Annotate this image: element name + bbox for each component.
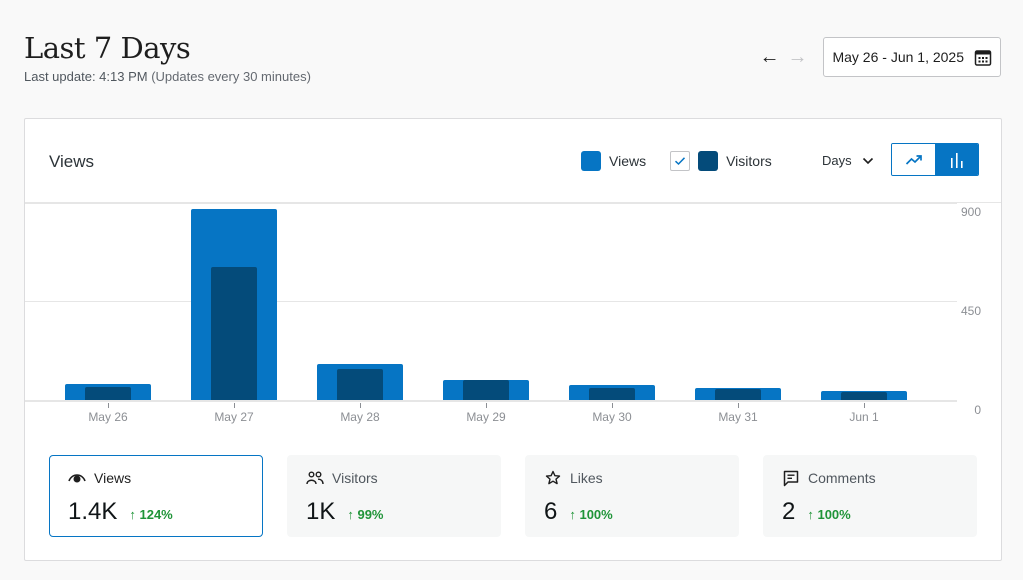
visitors-bar[interactable]	[463, 380, 509, 400]
update-frequency: (Updates every 30 minutes)	[151, 69, 311, 84]
x-tick-mark	[234, 403, 235, 408]
stat-label-comments: Comments	[808, 470, 876, 486]
bar-group[interactable]	[65, 203, 151, 400]
visitors-bar[interactable]	[211, 266, 257, 400]
x-tick-label: May 30	[592, 410, 632, 424]
chart-title: Views	[49, 152, 95, 171]
gridline-450	[25, 301, 957, 302]
visitors-checkbox[interactable]	[670, 151, 691, 171]
y-tick-0: 0	[974, 403, 981, 417]
legend-label-views: Views	[609, 153, 647, 169]
stats-row: Views 1.4K ↑ 124% Visitors	[49, 455, 977, 537]
stat-label-likes: Likes	[570, 470, 603, 486]
x-tick-label: May 26	[88, 410, 128, 424]
stat-card-views[interactable]: Views 1.4K ↑ 124%	[49, 455, 263, 537]
comment-icon	[782, 469, 800, 487]
legend-item-views: Views	[581, 151, 646, 171]
stat-label-visitors: Visitors	[332, 470, 378, 486]
chevron-down-icon	[862, 157, 873, 164]
bar-chart: 900 450 0 May 26 May 27 May 28 May 29 May 30…	[25, 203, 1001, 443]
page-header: Last 7 Days Last update: 4:13 PM (Update…	[24, 30, 311, 84]
legend-label-visitors: Visitors	[726, 153, 772, 169]
x-tick-label: May 29	[466, 410, 506, 424]
date-range-label: May 26 - Jun 1, 2025	[832, 49, 964, 65]
x-tick-mark	[864, 403, 865, 408]
y-tick-900: 900	[960, 205, 981, 219]
bar-group[interactable]	[695, 203, 781, 400]
bar-chart-icon	[950, 152, 963, 168]
people-icon	[306, 469, 324, 487]
stat-card-comments[interactable]: Comments 2 ↑ 100%	[763, 455, 977, 537]
x-tick-label: May 27	[214, 410, 254, 424]
last-update-text: Last update: 4:13 PM (Updates every 30 m…	[24, 69, 311, 84]
star-icon	[544, 469, 562, 487]
bar-group[interactable]	[821, 203, 907, 400]
visitors-bar[interactable]	[841, 392, 887, 400]
x-tick-mark	[738, 403, 739, 408]
views-chart-card: Views Views Visitors Days	[24, 118, 1002, 561]
x-tick-label: May 28	[340, 410, 380, 424]
x-tick-mark	[486, 403, 487, 408]
line-chart-button[interactable]	[892, 144, 935, 175]
views-swatch-icon	[581, 151, 601, 171]
gridline-900	[25, 203, 957, 204]
stat-value-likes: 6	[544, 498, 558, 525]
date-navigation: ← → May 26 - Jun 1, 2025	[755, 37, 1001, 77]
stat-label-views: Views	[94, 470, 132, 486]
next-period-arrow-icon[interactable]: →	[787, 46, 808, 68]
stat-change-comments: ↑ 100%	[807, 507, 851, 522]
stat-change-likes: ↑ 100%	[569, 507, 613, 522]
x-tick-mark	[612, 403, 613, 408]
visitors-swatch-icon	[698, 151, 719, 171]
x-tick-label: May 31	[718, 410, 758, 424]
visitors-bar[interactable]	[337, 369, 383, 400]
chart-type-toggle	[891, 143, 979, 176]
bar-chart-button[interactable]	[935, 144, 978, 175]
y-tick-450: 450	[960, 304, 981, 318]
period-select[interactable]: Days	[822, 153, 874, 168]
last-update-time: Last update: 4:13 PM	[24, 69, 148, 84]
date-range-picker-button[interactable]: May 26 - Jun 1, 2025	[823, 37, 1001, 77]
trending-line-icon	[905, 154, 922, 165]
calendar-icon	[974, 49, 992, 66]
x-axis-line	[25, 400, 957, 402]
page-title: Last 7 Days	[24, 31, 191, 65]
bar-group[interactable]	[443, 203, 529, 400]
stat-change-visitors: ↑ 99%	[347, 507, 384, 522]
stat-value-visitors: 1K	[306, 498, 336, 525]
x-tick-mark	[108, 403, 109, 408]
stat-card-likes[interactable]: Likes 6 ↑ 100%	[525, 455, 739, 537]
legend-item-visitors[interactable]: Visitors	[670, 151, 772, 171]
chart-legend: Views Visitors	[581, 151, 772, 171]
stat-value-views: 1.4K	[68, 498, 118, 525]
stat-value-comments: 2	[782, 498, 796, 525]
previous-period-arrow-icon[interactable]: ←	[759, 46, 780, 68]
bar-group[interactable]	[569, 203, 655, 400]
visitors-bar[interactable]	[715, 389, 761, 400]
x-tick-label: Jun 1	[849, 410, 879, 424]
chart-card-header: Views Views Visitors Days	[25, 119, 1001, 203]
visitors-bar[interactable]	[85, 387, 131, 400]
stat-change-views: ↑ 124%	[129, 507, 173, 522]
x-tick-mark	[360, 403, 361, 408]
stat-card-visitors[interactable]: Visitors 1K ↑ 99%	[287, 455, 501, 537]
visitors-bar[interactable]	[589, 387, 635, 400]
period-select-label: Days	[822, 153, 852, 168]
checkmark-icon	[675, 157, 686, 166]
bar-group[interactable]	[191, 203, 277, 400]
bar-group[interactable]	[317, 203, 403, 400]
eye-icon	[68, 469, 86, 487]
